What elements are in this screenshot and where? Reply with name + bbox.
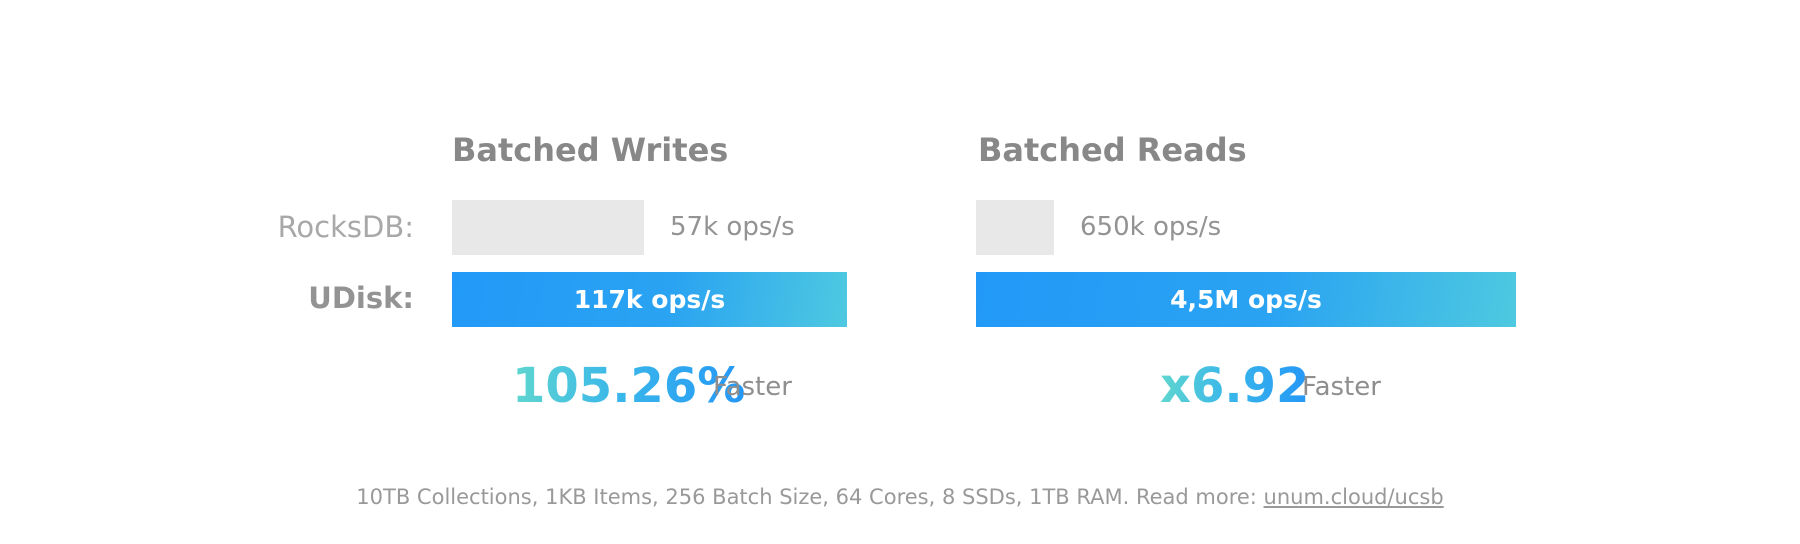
footnote-text: 10TB Collections, 1KB Items, 256 Batch S…	[356, 485, 1264, 509]
rocksdb-row-label: RocksDB:	[277, 210, 414, 244]
writes-title: Batched Writes	[452, 131, 729, 169]
reads-speedup: x6.92	[1160, 358, 1310, 414]
ucsb-link[interactable]: unum.cloud/ucsb	[1263, 485, 1444, 509]
reads-title: Batched Reads	[978, 131, 1247, 169]
writes-rocksdb-bar	[452, 200, 644, 255]
writes-udisk-value: 117k ops/s	[573, 285, 726, 314]
reads-rocksdb-value: 650k ops/s	[1080, 212, 1222, 242]
writes-speedup: 105.26%	[512, 358, 746, 414]
reads-udisk-value: 4,5M ops/s	[1170, 285, 1322, 314]
reads-faster-label: Faster	[1302, 372, 1381, 402]
udisk-row-label: UDisk:	[308, 281, 414, 315]
reads-rocksdb-bar	[976, 200, 1054, 255]
writes-faster-label: Faster	[713, 372, 792, 402]
benchmark-footnote: 10TB Collections, 1KB Items, 256 Batch S…	[0, 485, 1800, 509]
writes-rocksdb-value: 57k ops/s	[670, 212, 795, 242]
reads-udisk-bar: 4,5M ops/s	[976, 272, 1516, 327]
writes-udisk-bar: 117k ops/s	[452, 272, 847, 327]
